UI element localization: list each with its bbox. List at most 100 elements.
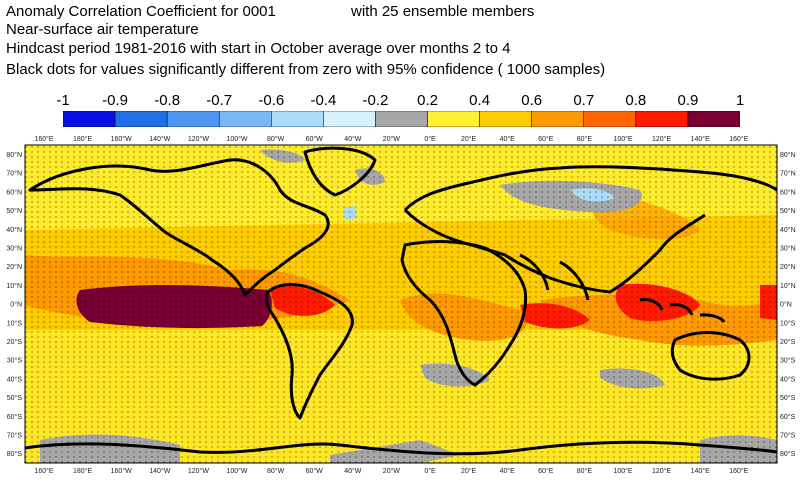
colorbar-label: -0.2	[362, 92, 389, 109]
colorbar-label: 0.2	[417, 92, 438, 109]
latitude-label: 60°N	[6, 188, 22, 196]
longitude-label: 100°W	[226, 135, 247, 143]
colorbar-segment	[479, 111, 532, 127]
latitude-label: 50°S	[780, 394, 796, 402]
longitude-label: 60°W	[306, 467, 324, 475]
longitude-label: 160°E	[729, 135, 748, 143]
colorbar-segment	[427, 111, 480, 127]
colorbar-segment	[583, 111, 637, 127]
longitude-label: 60°E	[538, 135, 554, 143]
longitude-label: 100°E	[613, 135, 632, 143]
latitude-labels-left: 80°N 70°N 60°N 50°N 40°N 30°N 20°N 10°N 0°N 10°S 2…	[6, 151, 22, 458]
latitude-label: 60°S	[7, 413, 23, 421]
colorbar-segment	[166, 111, 220, 127]
longitude-label: 120°W	[188, 135, 209, 143]
latitude-label: 40°S	[7, 375, 23, 383]
colorbar-label: -0.7	[206, 92, 233, 109]
colorbar-label: 0.9	[677, 92, 699, 109]
title-line-3: Hindcast period 1981-2016 with start in …	[6, 40, 511, 57]
colorbar-segment	[271, 111, 324, 127]
longitude-labels-bottom: 160°E 180°E 160°W 140°W 120°W 100°W 80°W 60°W 40…	[34, 467, 748, 475]
longitude-label: 80°E	[577, 467, 593, 475]
colorbar-label: -0.4	[310, 92, 337, 109]
longitude-label: 40°E	[500, 467, 516, 475]
colorbar-segment	[218, 111, 272, 127]
latitude-label: 20°N	[6, 263, 22, 271]
longitude-label: 120°E	[652, 467, 671, 475]
colorbar-label: 0.4	[469, 92, 491, 109]
latitude-label: 30°N	[6, 245, 22, 253]
colorbar-label: 0.8	[625, 92, 647, 109]
latitude-labels-right: 80°N 70°N 60°N 50°N 40°N 30°N 20°N 10°N 0°N 10°S 2…	[780, 151, 796, 458]
longitude-label: 0°E	[424, 467, 436, 475]
longitude-label: 40°W	[344, 467, 362, 475]
longitude-label: 180°E	[73, 467, 92, 475]
colorbar-segment	[323, 111, 376, 127]
latitude-label: 70°N	[6, 170, 22, 178]
colorbar	[63, 111, 740, 127]
latitude-label: 10°N	[6, 282, 22, 290]
latitude-label: 50°N	[780, 207, 796, 215]
latitude-label: 30°S	[780, 357, 796, 365]
longitude-label: 160°W	[111, 467, 132, 475]
title-line-1-members: with 25 ensemble members	[351, 3, 535, 20]
colorbar-segment	[114, 111, 168, 127]
longitude-label: 20°W	[383, 467, 401, 475]
colorbar-label: -1	[56, 92, 70, 109]
longitude-label: 60°E	[538, 467, 554, 475]
latitude-label: 80°N	[780, 151, 796, 159]
latitude-label: 10°S	[780, 319, 796, 327]
coastlines	[24, 146, 778, 456]
colorbar-label: 0.6	[521, 92, 543, 109]
latitude-label: 60°S	[780, 413, 796, 421]
latitude-label: 30°S	[7, 357, 23, 365]
latitude-label: 80°S	[7, 450, 23, 458]
colorbar-segment	[687, 111, 740, 127]
longitude-label: 0°E	[424, 135, 436, 143]
colorbar-segment	[635, 111, 689, 127]
latitude-label: 20°N	[780, 263, 796, 271]
longitude-label: 160°W	[111, 135, 132, 143]
longitude-label: 180°E	[73, 135, 92, 143]
latitude-label: 70°S	[7, 432, 23, 440]
colorbar-label: -0.8	[154, 92, 181, 109]
latitude-label: 80°N	[6, 151, 22, 159]
longitude-label: 100°W	[226, 467, 247, 475]
longitude-label: 160°E	[34, 135, 53, 143]
colorbar-segment	[531, 111, 585, 127]
longitude-label: 100°E	[613, 467, 632, 475]
latitude-label: 10°S	[7, 319, 23, 327]
longitude-label: 80°E	[577, 135, 593, 143]
colorbar-label: 1	[735, 92, 745, 109]
longitude-label: 40°W	[344, 135, 362, 143]
latitude-label: 40°N	[6, 226, 22, 234]
latitude-label: 30°N	[780, 245, 796, 253]
longitude-label: 160°E	[729, 467, 748, 475]
longitude-label: 140°W	[149, 135, 170, 143]
longitude-label: 120°E	[652, 135, 671, 143]
colorbar-segment	[375, 111, 428, 127]
colorbar-label: -0.9	[102, 92, 128, 109]
latitude-label: 80°S	[780, 450, 796, 458]
latitude-label: 50°N	[6, 207, 22, 215]
latitude-label: 0°N	[10, 301, 22, 309]
longitude-label: 80°W	[267, 467, 285, 475]
latitude-label: 50°S	[7, 394, 23, 402]
longitude-label: 160°E	[34, 467, 53, 475]
map-frame	[24, 144, 778, 464]
longitude-label: 140°W	[149, 467, 170, 475]
latitude-label: 60°N	[780, 188, 796, 196]
latitude-label: 40°S	[780, 375, 796, 383]
longitude-label: 20°E	[461, 467, 477, 475]
longitude-label: 40°E	[500, 135, 516, 143]
latitude-label: 10°N	[780, 282, 796, 290]
longitude-label: 140°E	[691, 135, 710, 143]
longitude-label: 140°E	[691, 467, 710, 475]
longitude-label: 20°W	[383, 135, 401, 143]
longitude-label: 120°W	[188, 467, 209, 475]
colorbar-label: -0.6	[258, 92, 285, 109]
latitude-label: 70°N	[780, 170, 796, 178]
title-line-2: Near-surface air temperature	[6, 21, 199, 38]
title-line-4: Black dots for values significantly diff…	[6, 61, 606, 78]
longitude-labels-top: 160°E 180°E 160°W 140°W 120°W 100°W 80°W 60°W 40…	[34, 135, 748, 143]
